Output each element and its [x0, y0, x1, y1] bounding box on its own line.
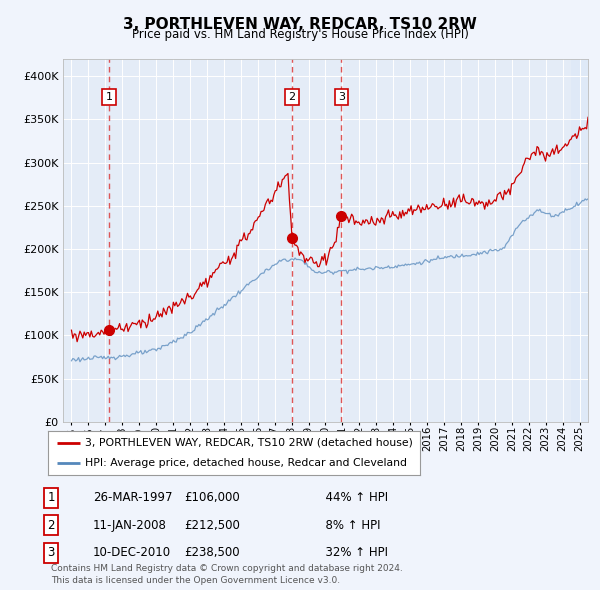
Text: 2: 2	[47, 519, 55, 532]
Text: £212,500: £212,500	[184, 519, 240, 532]
Text: 3: 3	[47, 546, 55, 559]
Text: Contains HM Land Registry data © Crown copyright and database right 2024.
This d: Contains HM Land Registry data © Crown c…	[51, 565, 403, 585]
Text: 3: 3	[338, 92, 345, 102]
Text: £106,000: £106,000	[184, 491, 240, 504]
Text: Price paid vs. HM Land Registry's House Price Index (HPI): Price paid vs. HM Land Registry's House …	[131, 28, 469, 41]
Bar	[571, 59, 588, 422]
Text: 10-DEC-2010: 10-DEC-2010	[93, 546, 171, 559]
Text: 8% ↑ HPI: 8% ↑ HPI	[318, 519, 380, 532]
Text: 1: 1	[106, 92, 113, 102]
Text: 1: 1	[47, 491, 55, 504]
Text: HPI: Average price, detached house, Redcar and Cleveland: HPI: Average price, detached house, Redc…	[85, 458, 407, 468]
Text: £238,500: £238,500	[184, 546, 240, 559]
Text: 44% ↑ HPI: 44% ↑ HPI	[318, 491, 388, 504]
Text: 3, PORTHLEVEN WAY, REDCAR, TS10 2RW: 3, PORTHLEVEN WAY, REDCAR, TS10 2RW	[123, 17, 477, 31]
Text: 32% ↑ HPI: 32% ↑ HPI	[318, 546, 388, 559]
Text: 3, PORTHLEVEN WAY, REDCAR, TS10 2RW (detached house): 3, PORTHLEVEN WAY, REDCAR, TS10 2RW (det…	[85, 438, 413, 448]
Text: 2: 2	[289, 92, 296, 102]
Text: 11-JAN-2008: 11-JAN-2008	[93, 519, 167, 532]
Text: 26-MAR-1997: 26-MAR-1997	[93, 491, 173, 504]
